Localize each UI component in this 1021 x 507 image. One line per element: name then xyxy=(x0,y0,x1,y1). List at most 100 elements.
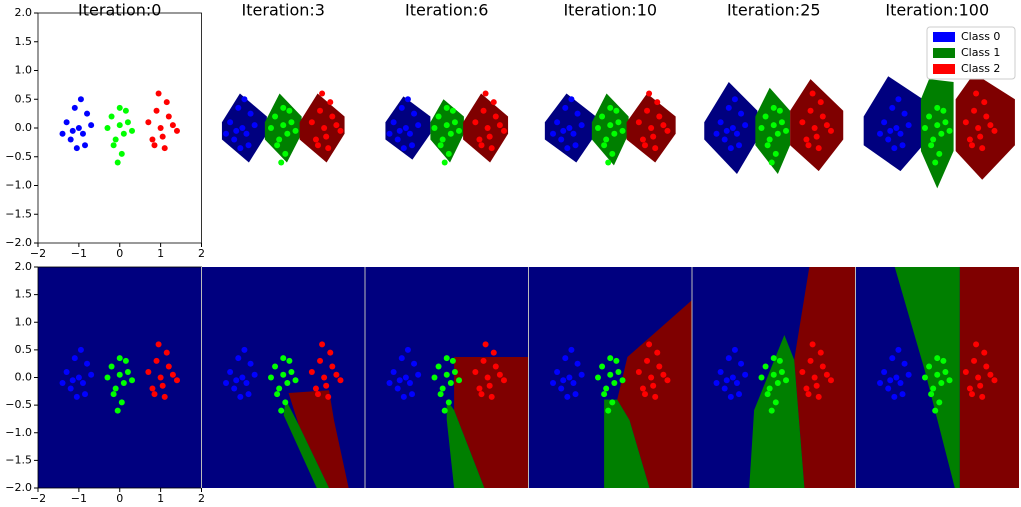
point xyxy=(885,385,892,392)
point xyxy=(77,346,84,353)
point xyxy=(73,145,80,152)
point xyxy=(564,393,571,400)
point xyxy=(568,96,575,103)
point xyxy=(650,133,657,140)
point xyxy=(887,377,894,384)
point xyxy=(441,407,448,414)
point xyxy=(764,142,771,149)
point xyxy=(120,130,127,137)
point xyxy=(63,119,70,126)
point xyxy=(112,385,119,392)
point xyxy=(488,145,495,152)
point xyxy=(312,385,319,392)
point xyxy=(654,99,661,106)
point xyxy=(451,119,458,126)
point xyxy=(396,127,403,134)
point xyxy=(887,127,894,134)
point xyxy=(325,393,332,400)
point xyxy=(987,122,994,129)
point xyxy=(73,393,80,400)
point xyxy=(118,399,125,406)
point xyxy=(928,142,935,149)
point xyxy=(650,382,657,389)
point xyxy=(223,130,230,137)
point xyxy=(386,380,393,387)
point xyxy=(605,159,612,166)
point xyxy=(799,368,806,375)
point xyxy=(165,113,172,120)
point xyxy=(971,357,978,364)
point xyxy=(278,407,285,414)
point xyxy=(71,104,78,111)
point xyxy=(484,125,491,131)
point xyxy=(652,145,659,152)
point xyxy=(962,119,969,126)
point xyxy=(811,374,818,381)
point xyxy=(889,355,896,362)
point xyxy=(406,130,413,137)
point xyxy=(404,96,411,103)
point xyxy=(550,130,557,137)
point xyxy=(578,371,585,378)
point xyxy=(329,363,336,370)
point xyxy=(118,150,125,157)
point xyxy=(946,377,953,384)
point xyxy=(411,360,418,367)
point xyxy=(159,382,166,389)
point xyxy=(239,374,246,381)
point xyxy=(766,385,773,392)
point xyxy=(615,119,622,126)
point xyxy=(813,382,820,389)
point xyxy=(807,357,814,364)
point xyxy=(79,130,86,137)
point xyxy=(88,371,95,378)
point xyxy=(437,142,444,149)
point xyxy=(905,371,912,378)
point xyxy=(564,145,571,152)
point xyxy=(243,130,250,137)
legend-label: Class 1 xyxy=(961,46,1000,59)
point xyxy=(274,391,281,398)
point xyxy=(276,385,283,392)
point xyxy=(975,125,982,131)
point xyxy=(153,107,160,114)
point xyxy=(562,355,569,362)
point xyxy=(145,119,152,126)
point xyxy=(478,142,485,149)
point xyxy=(482,90,489,97)
point xyxy=(241,346,248,353)
point xyxy=(400,145,407,152)
point xyxy=(968,391,975,398)
x-tick-label: 0 xyxy=(116,247,123,260)
point xyxy=(449,107,456,114)
point xyxy=(292,127,299,134)
point xyxy=(607,122,614,129)
point xyxy=(805,391,812,398)
point xyxy=(733,130,740,137)
point xyxy=(278,159,285,166)
point xyxy=(116,104,123,111)
point xyxy=(235,355,242,362)
point xyxy=(472,368,479,375)
point xyxy=(114,159,121,166)
point xyxy=(738,360,745,367)
point xyxy=(601,391,608,398)
point xyxy=(811,125,818,131)
point xyxy=(431,125,438,131)
point xyxy=(490,99,497,106)
point xyxy=(231,385,238,392)
x-tick-label: −2 xyxy=(30,247,46,260)
point xyxy=(921,125,928,131)
point xyxy=(161,393,168,400)
point xyxy=(725,104,732,111)
point xyxy=(149,385,156,392)
point xyxy=(770,104,777,111)
point xyxy=(153,357,160,364)
point xyxy=(827,377,834,384)
point xyxy=(619,127,626,134)
point xyxy=(877,380,884,387)
point xyxy=(991,127,998,134)
point xyxy=(237,393,244,400)
point xyxy=(881,119,888,126)
point xyxy=(770,355,777,362)
